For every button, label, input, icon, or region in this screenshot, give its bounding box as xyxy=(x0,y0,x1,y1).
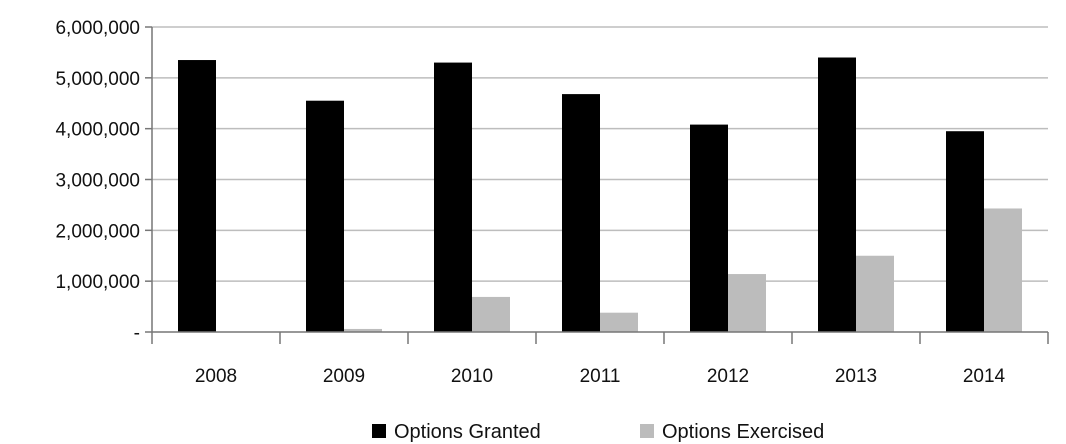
x-tick-label: 2014 xyxy=(963,366,1006,387)
bar-options-exercised-2010 xyxy=(472,296,510,332)
x-tick-label: 2012 xyxy=(707,366,749,387)
y-tick-label: - xyxy=(134,323,140,344)
bar-options-granted-2014 xyxy=(946,131,984,332)
legend-label-options-exercised: Options Exercised xyxy=(662,421,824,443)
legend-swatch-options-granted xyxy=(372,424,386,438)
bar-options-exercised-2014 xyxy=(984,208,1022,332)
bar-options-exercised-2013 xyxy=(856,255,894,332)
legend-label-options-granted: Options Granted xyxy=(394,421,541,443)
x-tick-label: 2010 xyxy=(451,366,493,387)
bar-options-granted-2010 xyxy=(434,62,472,332)
y-tick-label: 4,000,000 xyxy=(55,120,140,141)
y-tick-label: 3,000,000 xyxy=(55,171,140,192)
bar-options-granted-2008 xyxy=(178,60,216,333)
x-tick-label: 2008 xyxy=(195,366,237,387)
y-tick-label: 6,000,000 xyxy=(55,18,140,39)
legend: Options Granted Options Exercised xyxy=(372,421,824,443)
bar-options-exercised-2012 xyxy=(728,274,766,332)
bar-options-exercised-2011 xyxy=(600,312,638,332)
bar-options-granted-2009 xyxy=(306,100,344,332)
x-tick-label: 2009 xyxy=(323,366,365,387)
y-tick-label: 5,000,000 xyxy=(55,69,140,90)
axes: - 1,000,000 2,000,000 3,000,000 4,000,000 5,0… xyxy=(55,18,1049,387)
bar-options-exercised-2009 xyxy=(344,328,382,332)
bars xyxy=(178,57,1022,333)
bar-options-granted-2012 xyxy=(690,124,728,332)
x-tick-label: 2013 xyxy=(835,366,877,387)
bar-options-granted-2011 xyxy=(562,94,600,332)
y-tick-label: 1,000,000 xyxy=(55,272,140,293)
x-tick-label: 2011 xyxy=(580,366,621,387)
bar-options-granted-2013 xyxy=(818,57,856,332)
legend-swatch-options-exercised xyxy=(640,424,654,438)
y-tick-label: 2,000,000 xyxy=(55,221,140,242)
